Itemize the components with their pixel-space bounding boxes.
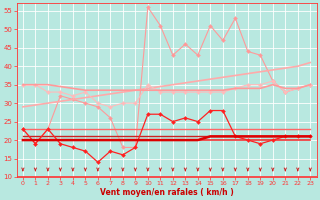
X-axis label: Vent moyen/en rafales ( km/h ): Vent moyen/en rafales ( km/h )	[100, 188, 234, 197]
